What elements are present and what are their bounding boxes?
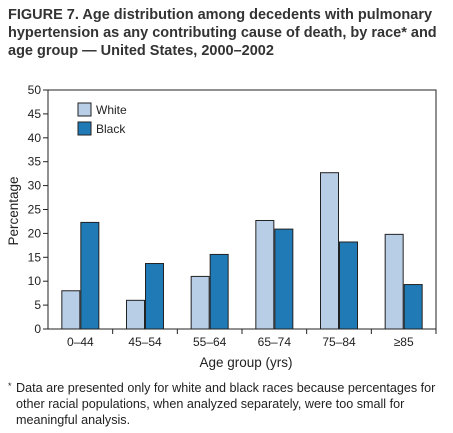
y-tick-label: 5 (34, 298, 41, 312)
x-axis-title: Age group (yrs) (199, 355, 292, 370)
bar-white (320, 172, 339, 330)
footnote: * Data are presented only for white and … (8, 380, 448, 428)
legend-swatch (77, 102, 92, 117)
bar-white (384, 233, 404, 330)
legend-label: Black (96, 122, 126, 136)
legend-label: White (96, 103, 127, 117)
chart-title: FIGURE 7. Age distribution among deceden… (8, 7, 437, 59)
y-tick-label: 0 (34, 322, 41, 336)
bar-black (339, 241, 358, 330)
bar-white (61, 290, 81, 330)
x-tick-label: 45–54 (128, 335, 162, 349)
y-tick-label: 10 (28, 274, 42, 288)
y-tick-label: 50 (28, 83, 42, 97)
footnote-marker: * (8, 381, 12, 391)
bar-white (255, 219, 275, 330)
legend: White Black (77, 102, 127, 136)
bar-black (80, 221, 100, 330)
y-tick-label: 35 (28, 155, 42, 169)
y-tick-label: 20 (28, 226, 42, 240)
y-tick-label: 40 (28, 131, 42, 145)
legend-swatch (77, 121, 92, 136)
y-axis-title: Percentage (6, 176, 21, 245)
bars (61, 172, 423, 330)
x-tick-label: 65–74 (258, 335, 292, 349)
x-tick-label: 75–84 (322, 335, 356, 349)
y-tick-label: 25 (28, 203, 42, 217)
bar-black (209, 253, 229, 330)
x-axis: 0–44 45–54 55–64 65–74 75–84 ≥85 (67, 329, 437, 349)
y-tick-label: 45 (28, 107, 42, 121)
x-tick-label: ≥85 (394, 335, 414, 349)
footnote-text: Data are presented only for white and bl… (16, 381, 436, 427)
bar-black (274, 228, 294, 330)
x-tick-label: 0–44 (67, 335, 94, 349)
y-axis: 0 5 10 15 20 25 30 35 40 45 50 (28, 83, 48, 336)
bar-black (145, 263, 164, 330)
bar-white (126, 299, 145, 330)
bar-black (403, 284, 423, 330)
bar-white (190, 275, 210, 330)
y-tick-label: 30 (28, 179, 42, 193)
x-tick-label: 55–64 (193, 335, 227, 349)
y-tick-label: 15 (28, 250, 42, 264)
